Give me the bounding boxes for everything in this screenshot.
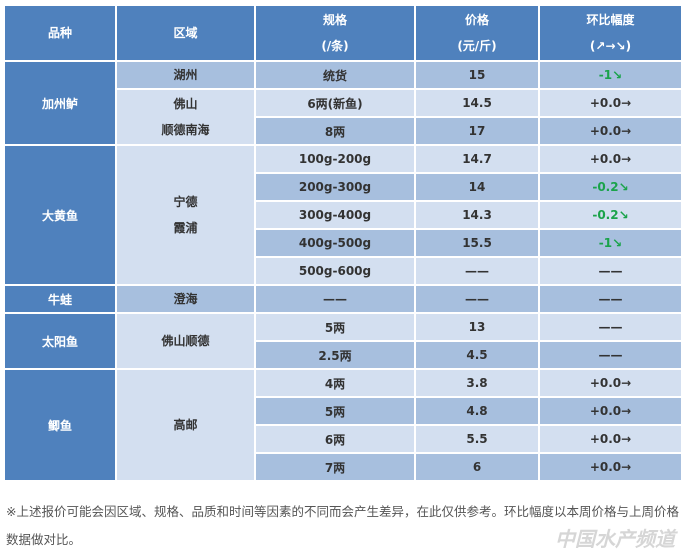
region-cell: 佛山 顺德南海	[117, 90, 254, 144]
region-name: 顺德南海	[161, 123, 210, 137]
table-row: 300g-400g 14.3 -0.2↘	[5, 202, 681, 228]
change-cell: ——	[540, 314, 681, 340]
price-cell: 14.3	[416, 202, 538, 228]
table-row: 5两 4.8 +0.0→	[5, 398, 681, 424]
price-cell: 15.5	[416, 230, 538, 256]
table-row: 7两 6 +0.0→	[5, 454, 681, 480]
price-cell: 14.7	[416, 146, 538, 172]
header-price: 价格 (元/斤)	[416, 6, 538, 60]
table-row: 200g-300g 14 -0.2↘	[5, 174, 681, 200]
table-row: 500g-600g —— ——	[5, 258, 681, 284]
change-cell: ——	[540, 286, 681, 312]
change-cell: -0.2↘	[540, 202, 681, 228]
price-cell: 17	[416, 118, 538, 144]
price-cell: 6	[416, 454, 538, 480]
header-row: 品种 区域 规格 (/条) 价格 (元/斤) 环比幅度 (↗→↘)	[5, 6, 681, 60]
spec-cell: 200g-300g	[256, 174, 414, 200]
region-cell: 宁德 霞浦	[117, 146, 254, 284]
table-row: 牛蛙 澄海 —— —— ——	[5, 286, 681, 312]
spec-cell: 7两	[256, 454, 414, 480]
price-cell: 14.5	[416, 90, 538, 116]
table-row: 佛山 顺德南海 6两(新鱼) 14.5 +0.0→	[5, 90, 681, 144]
spec-cell: ——	[256, 286, 414, 312]
spec-cell: 统货	[256, 62, 414, 88]
price-cell: 3.8	[416, 370, 538, 396]
spec-cell: 300g-400g	[256, 202, 414, 228]
price-cell: 14	[416, 174, 538, 200]
change-cell: +0.0→	[540, 454, 681, 480]
spec-cell: 6两	[256, 426, 414, 452]
table-row: 6两 5.5 +0.0→	[5, 426, 681, 452]
table-row: 鲫鱼 高邮 4两 3.8 +0.0→	[5, 370, 681, 480]
spec-cell: 8两	[256, 118, 414, 144]
header-variety: 品种	[5, 6, 115, 60]
variety-cell: 鲫鱼	[5, 370, 115, 480]
region-cell: 佛山顺德	[117, 314, 254, 368]
change-cell: +0.0→	[540, 426, 681, 452]
region-cell: 澄海	[117, 286, 254, 312]
header-region: 区域	[117, 6, 254, 60]
price-cell: ——	[416, 258, 538, 284]
watermark-logo: 中国水产频道	[555, 527, 675, 551]
region-name: 澄海	[173, 292, 198, 306]
change-cell: -1↘	[540, 62, 681, 88]
price-cell: 13	[416, 314, 538, 340]
table-row: 大黄鱼 宁德 霞浦 100g-200g 14.7 +0.0→	[5, 146, 681, 284]
table-row: 加州鲈 湖州 统货 15 -1↘	[5, 62, 681, 144]
spec-cell: 4两	[256, 370, 414, 396]
variety-cell: 太阳鱼	[5, 314, 115, 368]
region-name: 霞浦	[173, 221, 198, 235]
variety-cell: 加州鲈	[5, 62, 115, 144]
region-name: 佛山顺德	[161, 334, 210, 348]
price-cell: 5.5	[416, 426, 538, 452]
variety-cell: 大黄鱼	[5, 146, 115, 284]
spec-cell: 6两(新鱼)	[256, 90, 414, 116]
footer-note: ※上述报价可能会因区域、规格、品质和时间等因素的不同而会产生差异，在此仅供参考。…	[6, 504, 679, 547]
region-name: 佛山	[173, 97, 198, 111]
price-cell: 4.8	[416, 398, 538, 424]
change-cell: +0.0→	[540, 370, 681, 396]
change-cell: ——	[540, 342, 681, 368]
change-cell: ——	[540, 258, 681, 284]
spec-cell: 5两	[256, 314, 414, 340]
change-cell: +0.0→	[540, 90, 681, 116]
change-cell: +0.0→	[540, 398, 681, 424]
spec-cell: 2.5两	[256, 342, 414, 368]
table-row: 400g-500g 15.5 -1↘	[5, 230, 681, 256]
price-cell: 15	[416, 62, 538, 88]
variety-cell: 牛蛙	[5, 286, 115, 312]
header-spec: 规格 (/条)	[256, 6, 414, 60]
price-table: 品种 区域 规格 (/条) 价格 (元/斤) 环比幅度 (↗→↘) 加州鲈 湖州 统货 15…	[3, 4, 683, 482]
change-cell: +0.0→	[540, 146, 681, 172]
change-cell: -1↘	[540, 230, 681, 256]
change-cell: +0.0→	[540, 118, 681, 144]
region-cell: 高邮	[117, 370, 254, 480]
spec-cell: 400g-500g	[256, 230, 414, 256]
table-row: 8两 17 +0.0→	[5, 118, 681, 144]
table-row: 2.5两 4.5 ——	[5, 342, 681, 368]
price-cell: 4.5	[416, 342, 538, 368]
spec-cell: 500g-600g	[256, 258, 414, 284]
region-name: 湖州	[173, 68, 198, 82]
spec-cell: 5两	[256, 398, 414, 424]
price-cell: ——	[416, 286, 538, 312]
table-row: 太阳鱼 佛山顺德 5两 13 ——	[5, 314, 681, 368]
change-cell: -0.2↘	[540, 174, 681, 200]
spec-cell: 100g-200g	[256, 146, 414, 172]
header-change: 环比幅度 (↗→↘)	[540, 6, 681, 60]
region-name: 宁德	[173, 195, 198, 209]
region-name: 高邮	[173, 418, 198, 432]
region-cell: 湖州	[117, 62, 254, 88]
